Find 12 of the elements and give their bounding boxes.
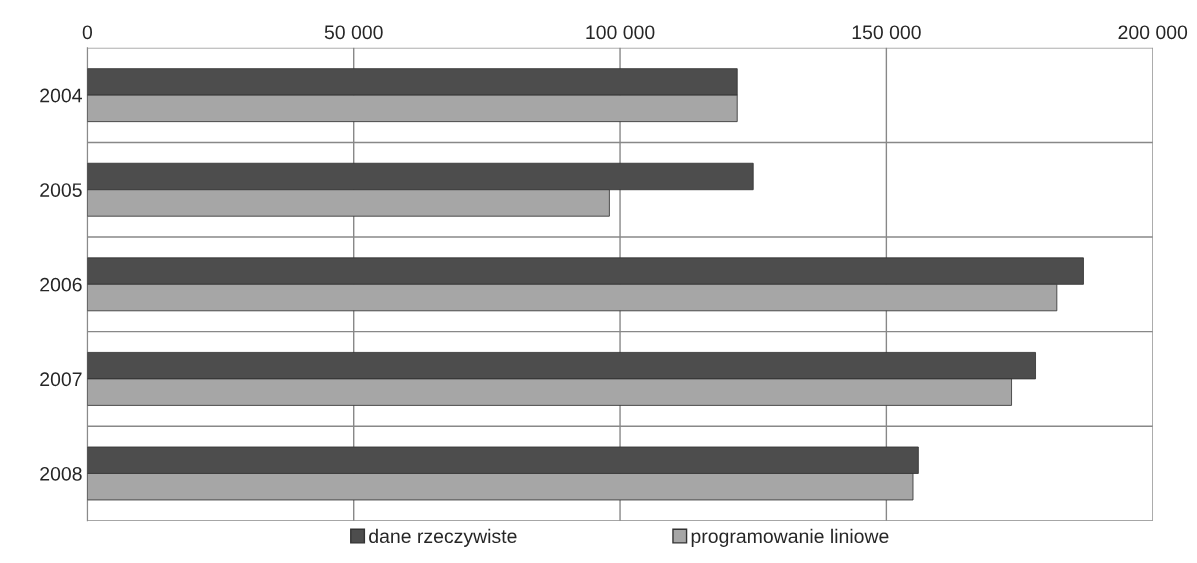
legend-label: programowanie liniowe xyxy=(691,528,889,547)
legend-label: dane rzeczywiste xyxy=(369,528,517,547)
y-tick-label: 2008 xyxy=(40,466,82,481)
x-tick-label: 150 000 xyxy=(852,25,921,40)
x-tick-label: 0 xyxy=(82,25,93,40)
y-tick-label: 2007 xyxy=(40,372,82,387)
y-tick-label: 2005 xyxy=(40,183,82,197)
x-tick-label: 50 000 xyxy=(324,25,383,40)
x-tick-label: 200 000 xyxy=(1118,25,1188,40)
x-tick-label: 100 000 xyxy=(586,25,655,40)
y-tick-label: 2004 xyxy=(40,88,82,103)
y-tick-label: 2006 xyxy=(40,277,82,292)
